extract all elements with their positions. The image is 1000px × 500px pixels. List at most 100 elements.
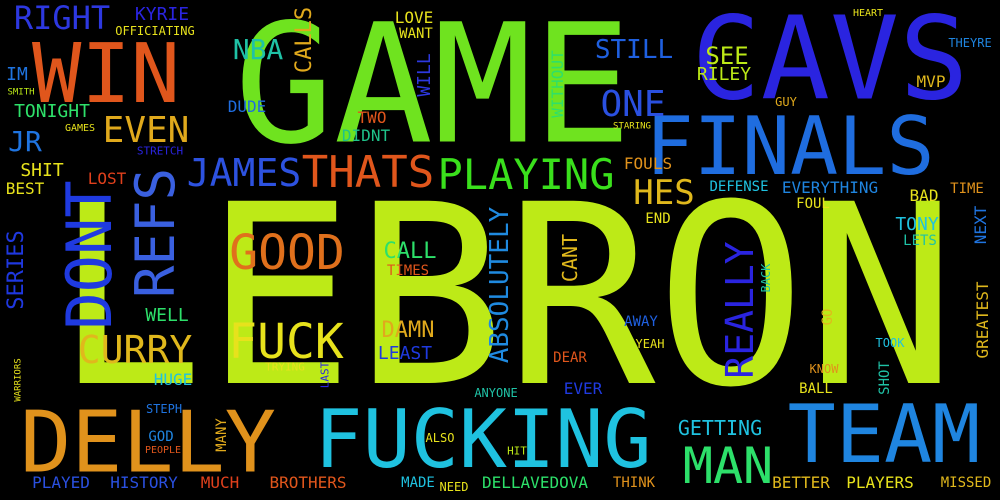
- word-think: THINK: [612, 475, 656, 491]
- word-man: MAN: [682, 437, 774, 495]
- word-good: GOOD: [229, 225, 345, 281]
- word-didnt: DIDNT: [341, 126, 391, 145]
- word-tony: TONY: [895, 214, 939, 235]
- word-without: WITHOUT: [548, 50, 567, 118]
- word-need: NEED: [439, 480, 469, 494]
- word-greatest: GREATEST: [973, 281, 992, 359]
- word-im: IM: [6, 64, 28, 85]
- word-two: TWO: [357, 108, 387, 127]
- word-riley: RILEY: [696, 64, 752, 85]
- word-anyone: ANYONE: [474, 386, 518, 400]
- word-guy: GUY: [775, 95, 797, 109]
- word-hes: HES: [633, 173, 695, 213]
- word-brothers: BROTHERS: [269, 473, 347, 492]
- word-see: SEE: [705, 42, 749, 70]
- word-better: BETTER: [772, 473, 830, 492]
- word-foul: FOUL: [796, 196, 830, 212]
- word-dont: DONT: [53, 180, 126, 330]
- word-made: MADE: [401, 475, 435, 491]
- word-warriors: WARRIORS: [13, 358, 24, 402]
- word-people: PEOPLE: [144, 445, 182, 456]
- word-history: HISTORY: [110, 473, 178, 492]
- word-kyrie: KYRIE: [134, 4, 190, 25]
- word-also: ALSO: [425, 431, 455, 445]
- word-fucking: FUCKING: [314, 393, 652, 486]
- word-cavs: CAVS: [691, 0, 969, 127]
- word-team: TEAM: [787, 388, 981, 481]
- word-played: PLAYED: [32, 473, 90, 492]
- word-much: MUCH: [200, 473, 240, 492]
- word-theyre: THEYRE: [948, 36, 992, 50]
- word-know: KNOW: [809, 362, 839, 376]
- word-time: TIME: [950, 181, 984, 197]
- word-fouls: FOULS: [623, 154, 673, 173]
- word-last: LAST: [318, 361, 332, 389]
- word-lets: LETS: [903, 233, 937, 249]
- word-curry: CURRY: [77, 328, 193, 372]
- word-delly: DELLY: [20, 393, 276, 493]
- word-still: STILL: [594, 35, 674, 65]
- word-thats: THATS: [301, 147, 435, 198]
- word-finals: FINALS: [645, 100, 935, 193]
- word-game: GAME: [234, 0, 632, 181]
- word-officiating: OFFICIATING: [115, 24, 195, 38]
- word-back: BACK: [759, 263, 773, 293]
- word-smith: SMITH: [7, 87, 35, 98]
- word-god: GOD: [148, 429, 174, 445]
- word-bad: BAD: [909, 186, 939, 205]
- word-many: MANY: [214, 418, 230, 452]
- word-right: RIGHT: [13, 0, 111, 37]
- word-best: BEST: [5, 179, 45, 198]
- word-staring: STARING: [613, 121, 651, 132]
- word-shit: SHIT: [20, 160, 64, 181]
- word-really: REALLY: [718, 241, 762, 379]
- word-win: WIN: [31, 27, 181, 122]
- word-cant: CANT: [558, 233, 582, 283]
- word-lost: LOST: [87, 169, 127, 188]
- word-fuck: FUCK: [228, 314, 344, 370]
- word-will: WILL: [414, 53, 435, 97]
- word-shot: SHOT: [877, 361, 893, 395]
- word-stretch: STRETCH: [136, 144, 184, 158]
- word-even: EVEN: [102, 110, 190, 151]
- word-end: END: [645, 211, 671, 227]
- word-times: TIMES: [386, 263, 430, 279]
- word-took: TOOK: [875, 336, 905, 350]
- word-least: LEAST: [377, 343, 433, 364]
- word-series: SERIES: [4, 230, 29, 310]
- word-want: WANT: [399, 26, 433, 42]
- word-trying: TRYING: [265, 360, 305, 374]
- word-everything: EVERYTHING: [781, 178, 879, 197]
- word-damn: DAMN: [381, 318, 435, 343]
- word-jr: JR: [8, 125, 42, 158]
- word-dellavedova: DELLAVEDOVA: [482, 473, 588, 492]
- word-refs: REFS: [124, 167, 187, 299]
- word-yeah: YEAH: [635, 337, 665, 351]
- word-calls: CALLS: [292, 6, 317, 74]
- word-lebron: LEBRON: [53, 151, 957, 442]
- word-next: NEXT: [971, 205, 990, 245]
- word-absolutely: ABSOLUTELY: [485, 206, 515, 364]
- word-ball: BALL: [799, 381, 833, 397]
- word-go: GO: [820, 308, 836, 326]
- word-dude: DUDE: [227, 97, 267, 116]
- word-huge: HUGE: [153, 370, 193, 389]
- word-games: GAMES: [64, 123, 96, 134]
- word-hit: HIT: [507, 444, 527, 458]
- word-away: AWAY: [624, 314, 658, 330]
- word-tonight: TONIGHT: [14, 101, 90, 122]
- word-ever: EVER: [563, 379, 603, 398]
- word-getting: GETTING: [677, 416, 763, 440]
- word-steph: STEPH: [145, 402, 183, 416]
- word-love: LOVE: [394, 8, 434, 27]
- word-call: CALL: [383, 239, 437, 264]
- word-james: JAMES: [186, 151, 302, 195]
- word-missed: MISSED: [940, 475, 992, 491]
- word-playing: PLAYING: [437, 150, 615, 199]
- word-dear: DEAR: [553, 350, 587, 366]
- word-heart: HEART: [852, 8, 884, 19]
- word-defense: DEFENSE: [709, 179, 769, 195]
- word-players: PLAYERS: [846, 473, 914, 492]
- word-nba: NBA: [232, 33, 284, 66]
